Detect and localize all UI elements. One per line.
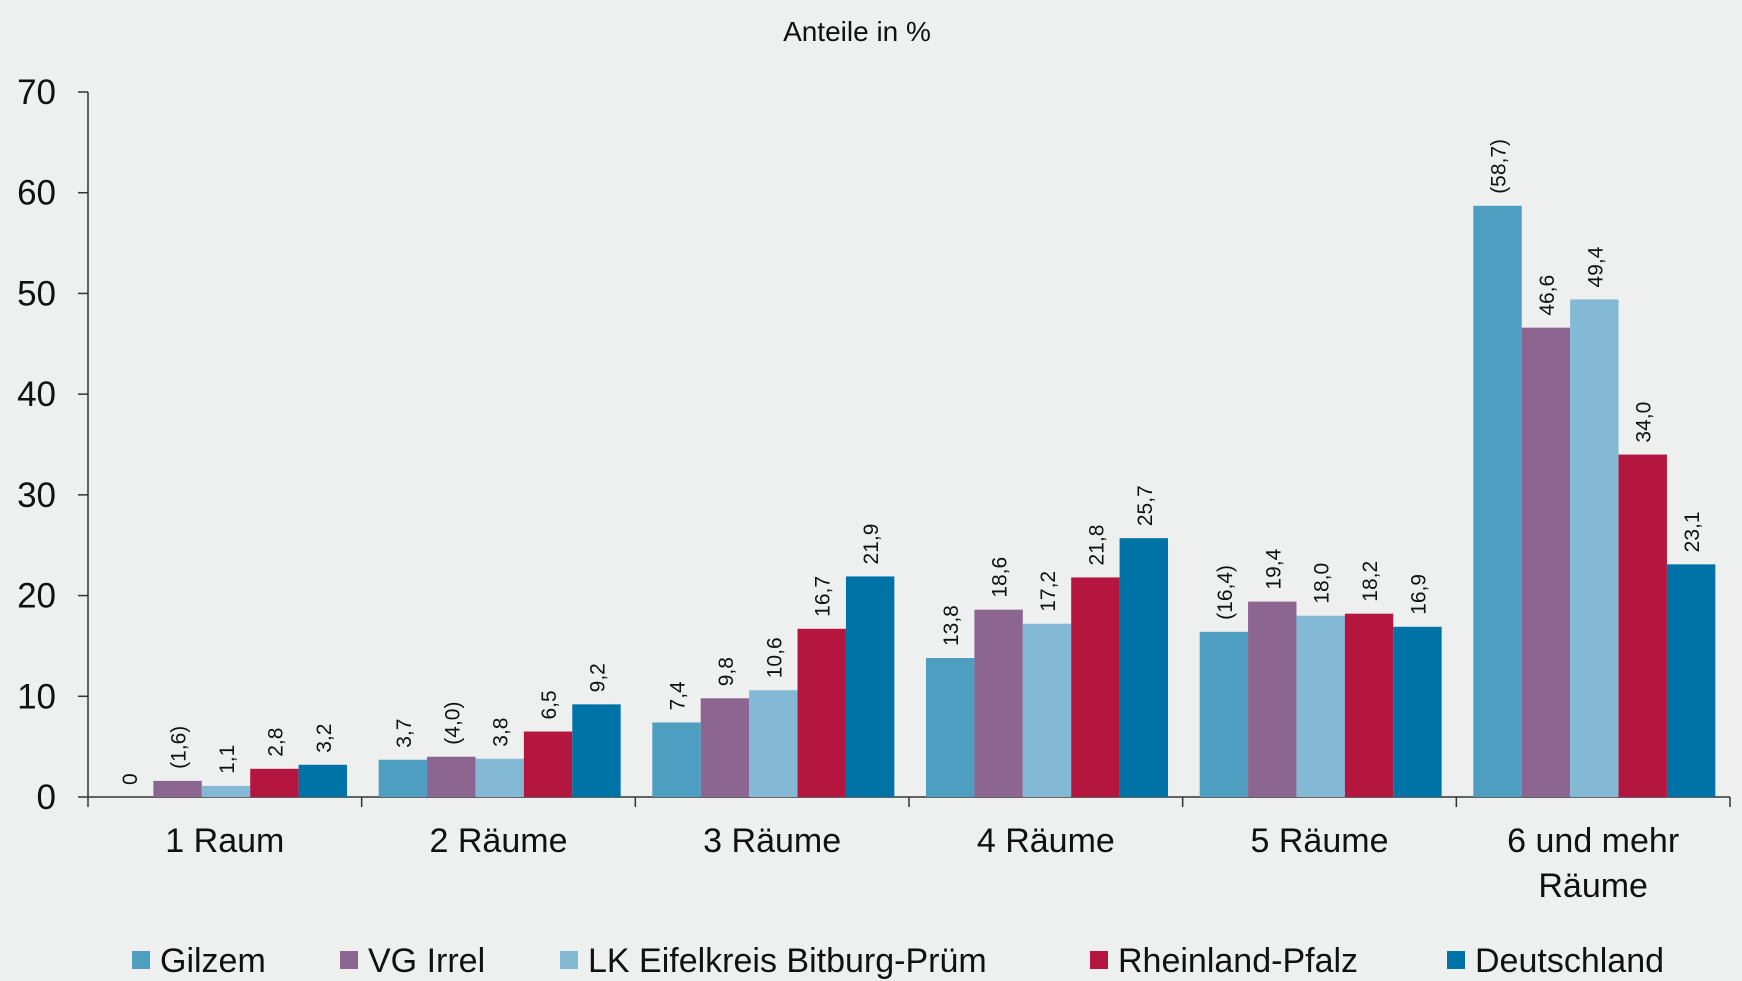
- data-label: 7,4: [667, 681, 690, 711]
- x-tick-label: 6 und mehr: [1507, 822, 1679, 860]
- data-label: 9,2: [586, 663, 609, 692]
- bar: [1199, 631, 1249, 797]
- bar: [572, 704, 621, 797]
- bar: [1393, 626, 1442, 797]
- bar: [845, 576, 895, 797]
- x-tick-label: 3 Räume: [703, 822, 841, 860]
- data-label: (58,7): [1488, 139, 1511, 194]
- data-label: 18,6: [989, 557, 1012, 598]
- data-label: 21,8: [1085, 525, 1108, 566]
- bar: [926, 658, 975, 797]
- data-label: 34,0: [1633, 402, 1656, 443]
- x-tick-label: 1 Raum: [165, 822, 284, 860]
- data-label: 16,9: [1407, 574, 1430, 615]
- legend-swatch: [1090, 951, 1108, 969]
- data-label: 18,2: [1359, 561, 1382, 602]
- y-tick-label: 60: [17, 174, 56, 213]
- data-label: 49,4: [1584, 246, 1607, 287]
- data-label: 19,4: [1262, 548, 1285, 589]
- data-label: 17,2: [1037, 571, 1060, 612]
- y-tick-label: 0: [37, 778, 56, 817]
- bars: [153, 205, 1716, 798]
- data-label: 0: [119, 773, 142, 785]
- data-label: 1,1: [216, 745, 239, 774]
- legend-swatch: [1447, 951, 1465, 969]
- bar: [1119, 538, 1168, 797]
- legend-label: Deutschland: [1475, 942, 1664, 980]
- x-tick-label: 2 Räume: [430, 822, 568, 860]
- x-tick-label: 5 Räume: [1251, 822, 1389, 860]
- bar: [1618, 454, 1667, 797]
- bar: [974, 609, 1023, 797]
- y-tick-label: 70: [17, 73, 56, 112]
- bar: [427, 756, 476, 797]
- legend-swatch: [132, 951, 150, 969]
- y-tick-label: 20: [17, 577, 56, 616]
- data-label: 2,8: [264, 728, 287, 757]
- legend: Gilzem VG Irrel LK Eifelkreis Bitburg-Prüm…: [132, 942, 1664, 980]
- legend-label: Gilzem: [160, 942, 266, 980]
- bar: [797, 628, 846, 797]
- data-label: (1,6): [168, 726, 191, 769]
- legend-swatch: [560, 951, 578, 969]
- bar: [652, 722, 701, 797]
- x-tick-label: 4 Räume: [977, 822, 1115, 860]
- legend-swatch: [340, 951, 358, 969]
- bar: [1344, 613, 1394, 797]
- legend-label: VG Irrel: [368, 942, 485, 980]
- bar: [1570, 299, 1619, 797]
- bar: [250, 768, 299, 797]
- data-label: 3,7: [393, 719, 416, 748]
- bar: [153, 780, 202, 797]
- bar: [1022, 623, 1072, 797]
- y-tick-label: 10: [17, 677, 56, 716]
- data-label: 25,7: [1134, 485, 1157, 526]
- data-label: (16,4): [1214, 565, 1237, 620]
- data-labels: 0 (1,6) 1,1 2,8 3,2 3,7 (4,0) 3,8 6,5 9,2 7,4 9,8 10…: [119, 139, 1704, 785]
- data-label: 46,6: [1536, 275, 1559, 316]
- axes: 0 10 20 30 40 50 60 70: [17, 73, 1731, 817]
- data-label: 6,5: [538, 690, 561, 719]
- data-label: 18,0: [1311, 563, 1334, 604]
- bar: [201, 785, 251, 797]
- bar: [1071, 577, 1120, 797]
- data-label: 23,1: [1681, 511, 1704, 552]
- bar: [1666, 564, 1716, 797]
- y-tick-label: 30: [17, 476, 56, 515]
- data-label: 10,6: [763, 637, 786, 678]
- bar: [749, 690, 798, 797]
- data-label: 21,9: [860, 524, 883, 565]
- bar: [298, 764, 347, 797]
- bar: [1296, 615, 1345, 797]
- bar: [1473, 205, 1522, 798]
- data-label: 9,8: [715, 657, 738, 686]
- legend-label: Rheinland-Pfalz: [1118, 942, 1358, 980]
- y-tick-label: 40: [17, 375, 56, 414]
- legend-label: LK Eifelkreis Bitburg-Prüm: [588, 942, 987, 980]
- data-label: (4,0): [441, 702, 464, 745]
- data-label: 13,8: [940, 605, 963, 646]
- x-axis-labels: 1 Raum 2 Räume 3 Räume 4 Räume 5 Räume 6 und …: [165, 822, 1679, 905]
- chart-title: Anteile in %: [783, 16, 931, 47]
- bar: [378, 759, 428, 797]
- bar: [523, 731, 573, 797]
- bar: [475, 758, 524, 797]
- x-tick-label: Räume: [1538, 867, 1648, 905]
- bar: [700, 698, 750, 797]
- data-label: 3,2: [313, 724, 336, 753]
- y-tick-label: 50: [17, 274, 56, 313]
- data-label: 16,7: [812, 576, 835, 617]
- data-label: 3,8: [490, 718, 513, 747]
- bar: [1248, 601, 1297, 797]
- bar: [1521, 327, 1571, 797]
